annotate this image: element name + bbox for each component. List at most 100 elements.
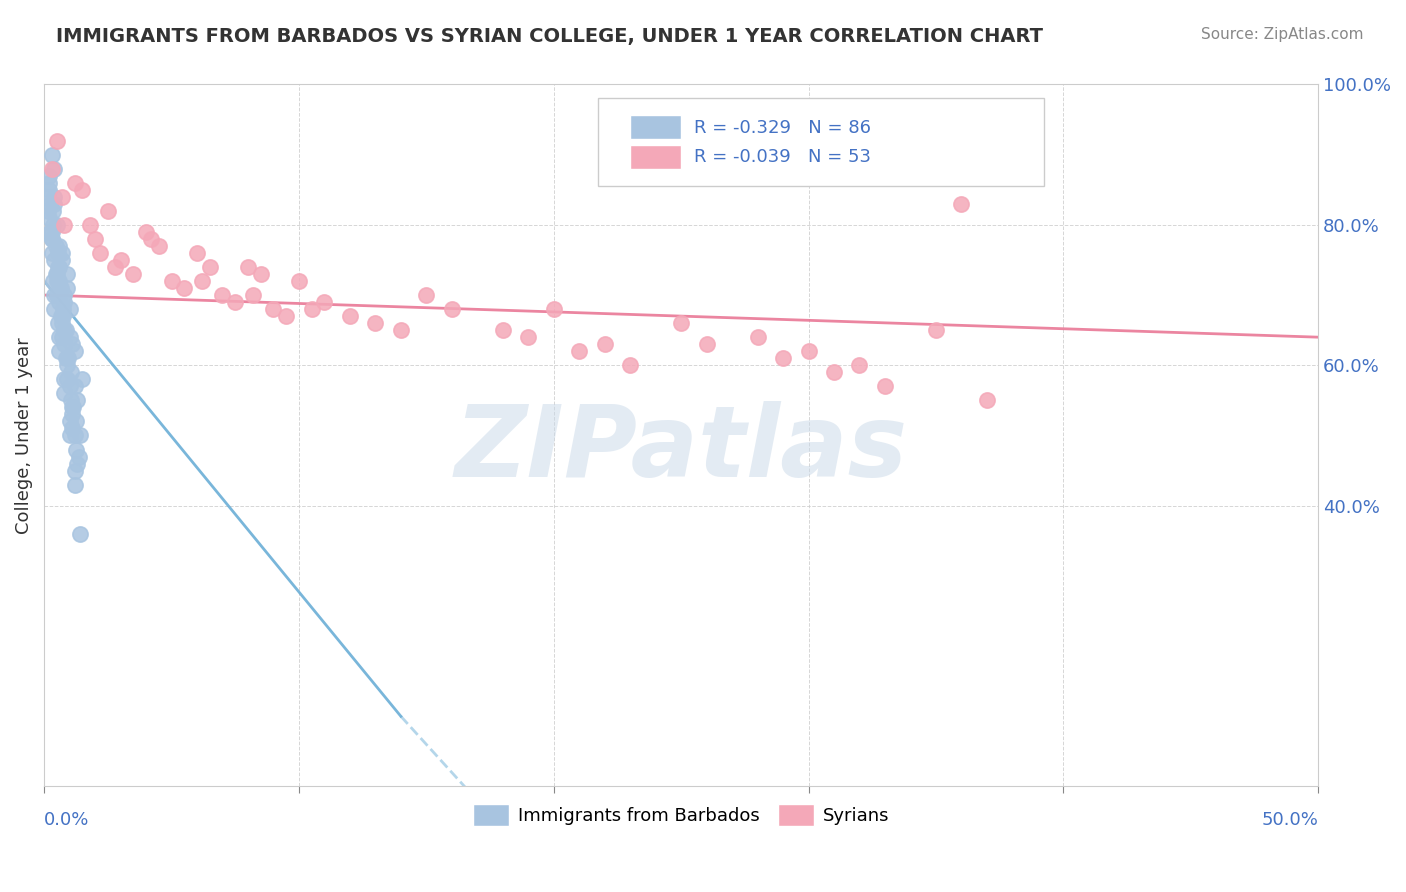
Point <box>51 190 73 204</box>
Point <box>63 464 86 478</box>
Point <box>45 134 67 148</box>
Point <box>60 408 83 422</box>
Point <box>848 358 870 372</box>
Point <box>97 203 120 218</box>
Point <box>925 323 948 337</box>
Point <box>58 330 80 344</box>
Point <box>46 246 69 260</box>
Point <box>48 239 70 253</box>
Point <box>79 218 101 232</box>
Point <box>60 421 83 435</box>
Point <box>48 260 70 274</box>
Point <box>63 428 86 442</box>
Point <box>52 302 75 317</box>
Point <box>41 161 63 176</box>
Y-axis label: College, Under 1 year: College, Under 1 year <box>15 337 32 533</box>
Point <box>211 288 233 302</box>
Text: ZIPatlas: ZIPatlas <box>454 401 908 498</box>
Point <box>56 281 79 295</box>
Point <box>56 372 79 386</box>
Point <box>39 196 62 211</box>
Point <box>58 414 80 428</box>
Point <box>58 428 80 442</box>
Point <box>60 337 83 351</box>
Point <box>48 295 70 310</box>
Point <box>58 351 80 366</box>
Point <box>45 267 67 281</box>
Point <box>51 246 73 260</box>
Point <box>46 260 69 274</box>
Point <box>950 196 973 211</box>
Point <box>53 372 76 386</box>
Point <box>593 337 616 351</box>
Point <box>49 309 72 323</box>
Point <box>44 252 66 267</box>
Point <box>38 169 60 183</box>
Point <box>314 295 336 310</box>
Point <box>55 351 77 366</box>
Point <box>696 337 718 351</box>
Point <box>364 316 387 330</box>
Point <box>44 196 66 211</box>
Point <box>63 379 86 393</box>
Point <box>59 393 82 408</box>
Point <box>39 225 62 239</box>
Point <box>42 203 65 218</box>
Point <box>44 161 66 176</box>
Point <box>51 316 73 330</box>
Point <box>66 393 89 408</box>
Point <box>89 246 111 260</box>
Point <box>53 218 76 232</box>
FancyBboxPatch shape <box>599 98 1045 186</box>
Text: 50.0%: 50.0% <box>1261 812 1319 830</box>
Point <box>797 344 820 359</box>
Point <box>46 316 69 330</box>
Point <box>41 225 63 239</box>
Point <box>41 147 63 161</box>
Point <box>669 316 692 330</box>
Point <box>301 302 323 317</box>
Point <box>45 239 67 253</box>
Point <box>186 246 208 260</box>
Point <box>440 302 463 317</box>
Point <box>873 379 896 393</box>
Point <box>191 274 214 288</box>
Point <box>262 302 284 317</box>
Point <box>823 365 845 379</box>
Point <box>56 351 79 366</box>
Point <box>236 260 259 274</box>
Point <box>976 393 998 408</box>
Point <box>66 457 89 471</box>
Point <box>63 176 86 190</box>
Point <box>72 372 94 386</box>
Point <box>63 477 86 491</box>
Point <box>44 190 66 204</box>
Legend: Immigrants from Barbados, Syrians: Immigrants from Barbados, Syrians <box>465 797 897 834</box>
Point <box>37 203 59 218</box>
Point <box>45 288 67 302</box>
Point <box>51 330 73 344</box>
Point <box>51 309 73 323</box>
Point <box>53 323 76 337</box>
Point <box>148 239 170 253</box>
Point <box>72 183 94 197</box>
Point <box>173 281 195 295</box>
Point <box>53 288 76 302</box>
Point <box>139 232 162 246</box>
Point <box>52 309 75 323</box>
Text: IMMIGRANTS FROM BARBADOS VS SYRIAN COLLEGE, UNDER 1 YEAR CORRELATION CHART: IMMIGRANTS FROM BARBADOS VS SYRIAN COLLE… <box>56 27 1043 45</box>
Text: R = -0.039   N = 53: R = -0.039 N = 53 <box>695 148 870 167</box>
Point <box>84 232 107 246</box>
Point <box>249 267 271 281</box>
Point <box>53 386 76 401</box>
Point <box>60 401 83 415</box>
Point <box>58 379 80 393</box>
Point <box>65 442 87 457</box>
Text: Source: ZipAtlas.com: Source: ZipAtlas.com <box>1201 27 1364 42</box>
Point <box>41 246 63 260</box>
Point <box>42 274 65 288</box>
Bar <box>630 115 681 139</box>
Point <box>56 267 79 281</box>
Point <box>56 358 79 372</box>
Point <box>276 309 298 323</box>
